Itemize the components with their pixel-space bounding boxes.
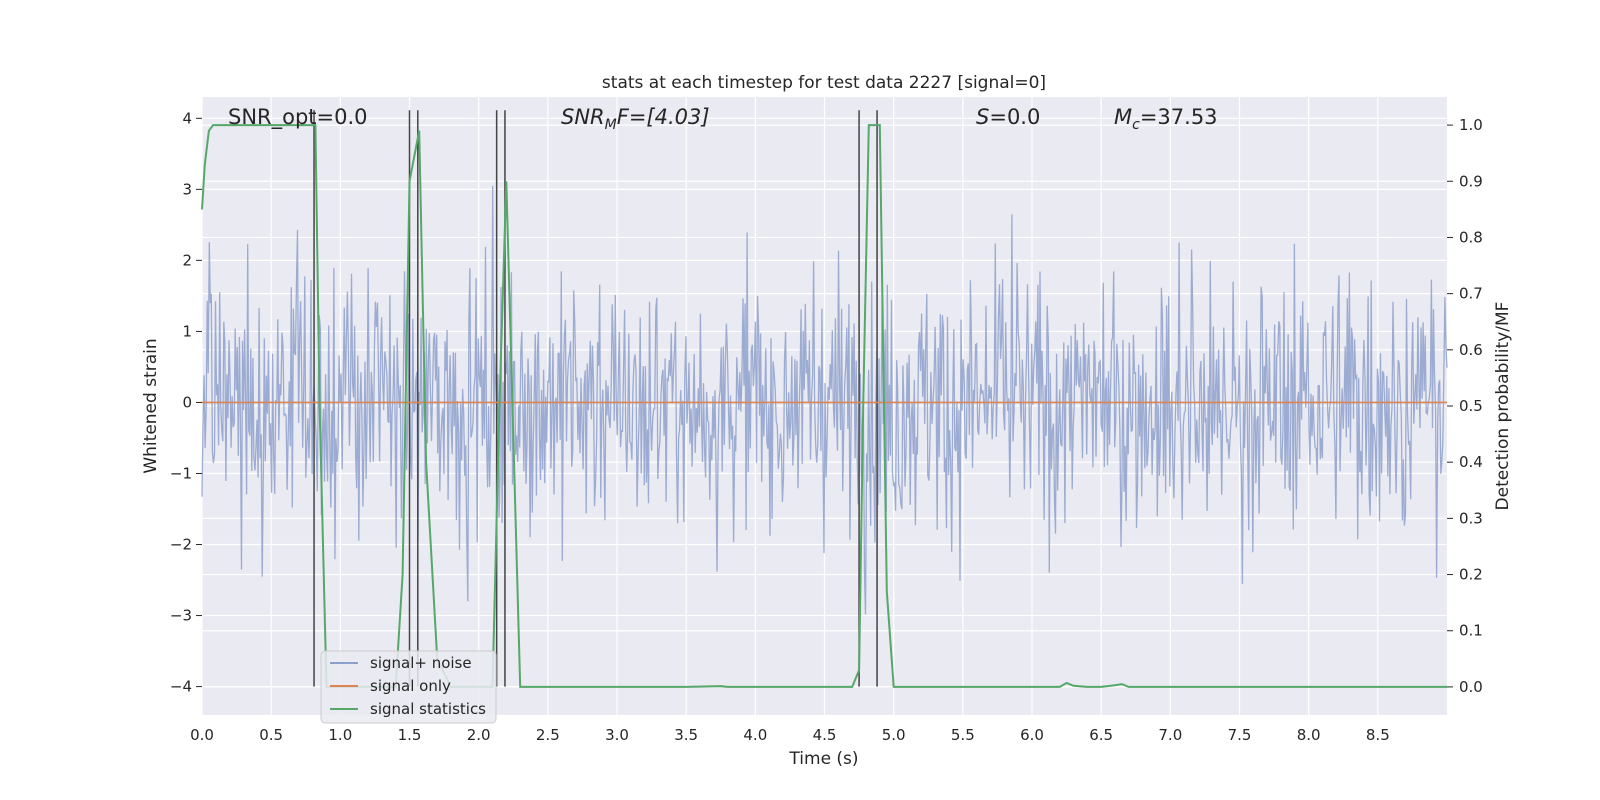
x-axis-ticks: 0.0 0.5 1.0 1.5 2.0 2.5 3.0 3.5 4.0 4.5 5.0 5.5 6.0 6… [190,726,1390,744]
y-tick-label-right: 0.0 [1459,678,1483,696]
y-tick-label-right: 0.7 [1459,285,1483,303]
y-tick-label-right: 0.4 [1459,453,1483,471]
x-tick-label: 0.0 [190,726,214,744]
x-tick-label: 0.5 [259,726,283,744]
legend-label-signal-noise: signal+ noise [370,654,472,672]
y-tick-label-left: −2 [170,536,192,554]
legend-label-signal-statistics: signal statistics [370,700,486,718]
x-tick-label: 8.0 [1297,726,1321,744]
annotation-mc: Mc=37.53 [1114,105,1218,133]
y-tick-label-left: −1 [170,464,192,482]
x-tick-label: 4.5 [813,726,837,744]
y-tick-label-right: 0.2 [1459,566,1483,584]
y-tick-label-left: 4 [182,109,192,127]
y-axis-left-label: Whitened strain [141,338,161,473]
y-tick-label-left: 3 [182,180,192,198]
y-tick-label-left: −4 [170,678,192,696]
y-tick-label-right: 0.1 [1459,622,1483,640]
detection-markers [313,110,878,687]
y-axis-right-ticks: 1.0 0.9 0.8 0.7 0.6 0.5 0.4 0.3 0.2 0.1 0.0 [1447,116,1483,696]
x-tick-label: 7.0 [1158,726,1182,744]
x-axis-label: Time (s) [788,749,858,769]
legend-label-signal-only: signal only [370,677,451,695]
legend: signal+ noise signal only signal statist… [320,650,497,724]
x-tick-label: 1.5 [398,726,422,744]
chart-title: stats at each timestep for test data 222… [602,73,1046,93]
x-tick-label: 6.0 [1020,726,1044,744]
y-tick-label-right: 0.6 [1459,341,1483,359]
signal-statistics-series [201,124,1447,688]
x-tick-label: 5.5 [951,726,975,744]
x-tick-label: 4.0 [743,726,767,744]
x-tick-label: 3.0 [605,726,629,744]
y-tick-label-right: 1.0 [1459,116,1483,134]
y-tick-label-right: 0.8 [1459,228,1483,246]
y-axis-left-ticks: 4 3 2 1 0 −1 −2 −3 −4 [170,109,202,696]
y-tick-label-right: 0.9 [1459,172,1483,190]
x-tick-label: 8.5 [1366,726,1390,744]
y-tick-label-right: 0.5 [1459,397,1483,415]
y-tick-label-left: −3 [170,607,192,625]
annotation-snr-mf: SNRMF=[4.03] [561,105,710,133]
x-tick-label: 6.5 [1089,726,1113,744]
annotation-s: S=0.0 [976,105,1040,129]
y-tick-label-left: 2 [182,251,192,269]
x-tick-label: 5.0 [882,726,906,744]
x-tick-label: 2.0 [467,726,491,744]
x-tick-label: 2.5 [536,726,560,744]
legend-box [320,650,497,724]
annotation-snr-opt: SNR_opt=0.0 [228,105,368,130]
x-tick-label: 1.0 [328,726,352,744]
y-tick-label-right: 0.3 [1459,509,1483,527]
y-tick-label-left: 0 [182,393,192,411]
x-tick-label: 3.5 [674,726,698,744]
x-tick-label: 7.5 [1228,726,1252,744]
y-tick-label-left: 1 [182,322,192,340]
y-axis-right-label: Detection probability/MF [1493,302,1513,511]
signal-statistics-line [201,124,1447,688]
